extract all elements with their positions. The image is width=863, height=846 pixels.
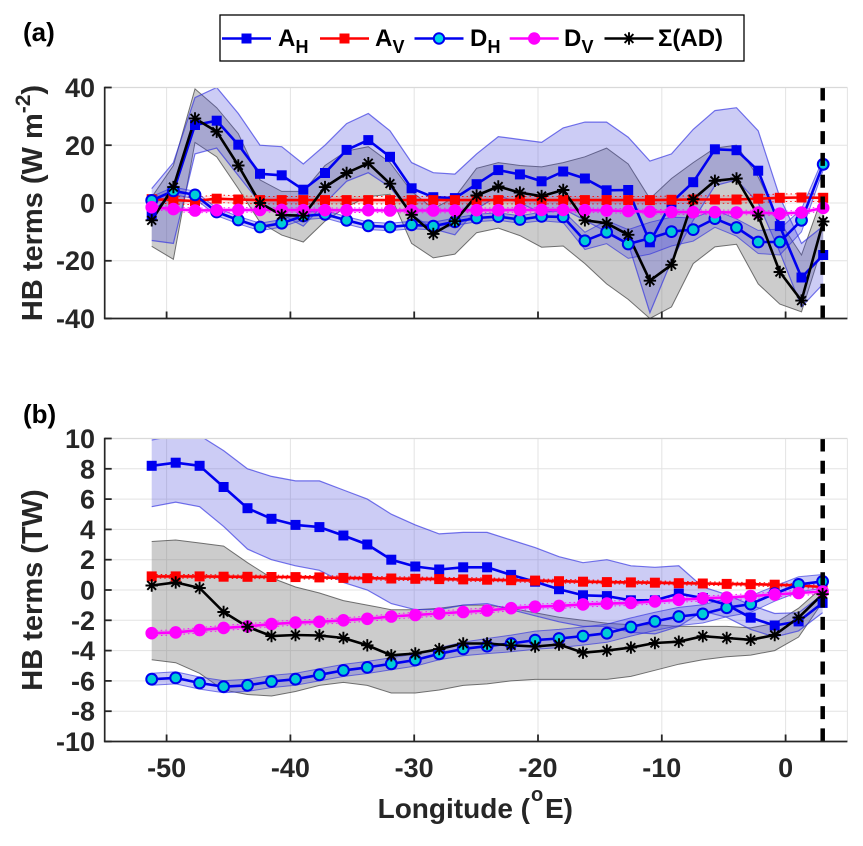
svg-text:-6: -6 (71, 666, 95, 696)
svg-text:-2: -2 (71, 606, 95, 636)
svg-text:Σ(AD): Σ(AD) (658, 25, 723, 52)
svg-text:10: 10 (65, 424, 95, 454)
svg-text:8: 8 (80, 454, 95, 484)
svg-text:0: 0 (80, 189, 95, 219)
svg-text:40: 40 (65, 73, 95, 103)
svg-text:H: H (488, 37, 501, 57)
svg-text:-10: -10 (642, 753, 681, 783)
svg-text:V: V (393, 37, 405, 57)
svg-text:E): E) (545, 793, 573, 824)
svg-text:-30: -30 (395, 753, 434, 783)
svg-text:2: 2 (80, 545, 95, 575)
svg-text:20: 20 (65, 131, 95, 161)
svg-text:H: H (296, 37, 309, 57)
svg-text:0: 0 (80, 576, 95, 606)
svg-text:-10: -10 (56, 727, 95, 757)
svg-text:-4: -4 (71, 636, 95, 666)
svg-text:HB terms (TW): HB terms (TW) (17, 489, 49, 690)
svg-text:Longitude (: Longitude ( (378, 793, 531, 824)
svg-text:0: 0 (778, 753, 793, 783)
svg-text:4: 4 (80, 515, 95, 545)
svg-text:o: o (531, 784, 543, 806)
svg-text:(b): (b) (23, 399, 56, 429)
svg-text:-20: -20 (56, 246, 95, 276)
svg-text:A: A (375, 25, 392, 52)
svg-text:-40: -40 (271, 753, 310, 783)
svg-text:D: D (564, 25, 581, 52)
svg-text:-20: -20 (518, 753, 557, 783)
svg-text:6: 6 (80, 485, 95, 515)
svg-text:D: D (470, 25, 487, 52)
svg-text:-50: -50 (147, 753, 186, 783)
svg-text:A: A (278, 25, 295, 52)
svg-text:HB terms (W m-2): HB terms (W m-2) (12, 85, 49, 321)
svg-text:-8: -8 (71, 697, 95, 727)
svg-text:-40: -40 (56, 304, 95, 334)
svg-text:V: V (582, 37, 594, 57)
svg-text:(a): (a) (23, 17, 55, 47)
